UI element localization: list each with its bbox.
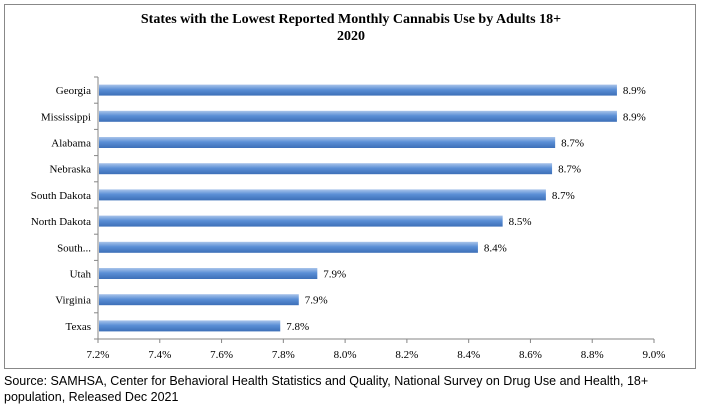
data-label: 8.7%	[558, 164, 581, 176]
x-tick-label: 8.4%	[457, 349, 480, 361]
data-label: 7.9%	[305, 295, 328, 307]
chart-subtitle: 2020	[337, 29, 365, 44]
category-label: North Dakota	[31, 216, 91, 228]
category-label: Georgia	[56, 85, 91, 97]
x-tick-label: 8.0%	[334, 349, 357, 361]
data-label: 8.5%	[509, 216, 532, 228]
chart-frame: States with the Lowest Reported Monthly …	[4, 4, 696, 369]
bar-chart: 7.2% 7.4% 7.6% 7.8% 8.0% 8.2% 8.4% 8.6% 8.8% 9.0%…	[31, 76, 666, 361]
data-label: 8.4%	[484, 242, 507, 254]
x-tick-label: 9.0%	[643, 349, 666, 361]
source-note: Source: SAMHSA, Center for Behavioral He…	[4, 374, 649, 404]
bar	[99, 268, 318, 279]
x-tick-label: 7.8%	[272, 349, 295, 361]
x-tick-label: 7.4%	[148, 349, 171, 361]
x-tick-label: 8.2%	[395, 349, 418, 361]
x-tick-label: 8.8%	[581, 349, 604, 361]
bar	[99, 215, 503, 227]
data-label: 7.8%	[286, 321, 309, 333]
data-label: 8.7%	[552, 190, 575, 202]
chart-title: States with the Lowest Reported Monthly …	[140, 12, 562, 27]
x-tick-label: 7.2%	[87, 349, 110, 361]
bar	[99, 163, 553, 175]
bar	[99, 110, 617, 122]
bar	[99, 294, 299, 306]
data-label: 7.9%	[323, 269, 346, 281]
category-label: Virginia	[55, 295, 91, 307]
category-label: Nebraska	[49, 164, 91, 176]
data-label: 8.9%	[623, 111, 646, 123]
category-label: Texas	[66, 321, 92, 333]
bar	[99, 241, 478, 253]
category-label: Alabama	[51, 138, 91, 150]
category-label: Utah	[70, 269, 92, 281]
x-tick-label: 8.6%	[519, 349, 542, 361]
bar	[99, 320, 281, 332]
category-label: Mississippi	[41, 111, 91, 123]
category-label: South Dakota	[31, 190, 91, 202]
bar	[99, 84, 617, 96]
chart-title-block: States with the Lowest Reported Monthly …	[5, 11, 697, 45]
bar	[99, 137, 556, 148]
bar	[99, 189, 546, 201]
category-label: South...	[57, 242, 91, 254]
data-label: 8.7%	[561, 138, 584, 150]
x-tick-label: 7.6%	[210, 349, 233, 361]
data-label: 8.9%	[623, 85, 646, 97]
